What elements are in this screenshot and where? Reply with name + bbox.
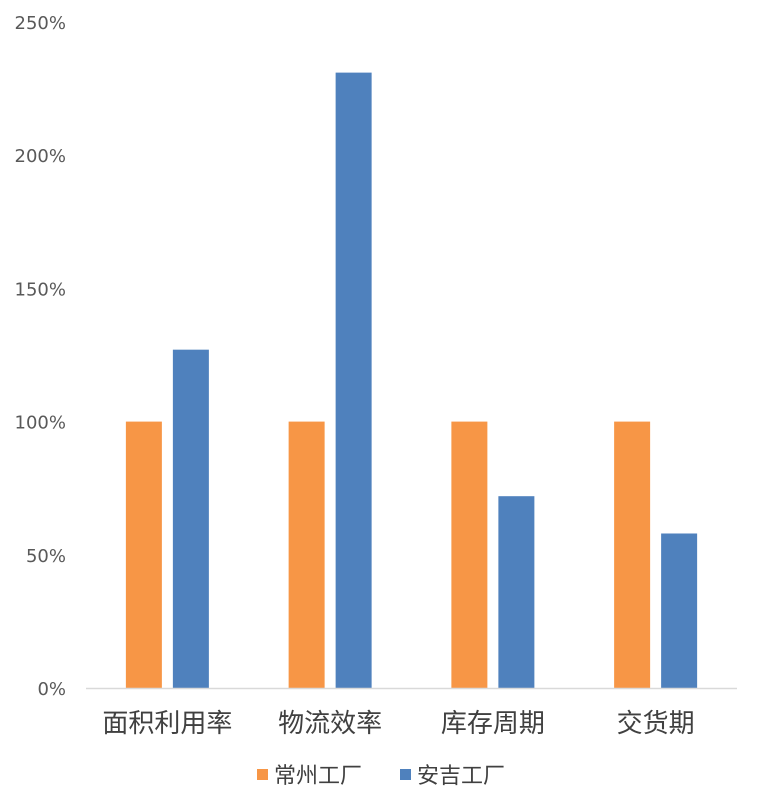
y-tick-label: 100% [15, 413, 66, 434]
legend-label: 安吉工厂 [417, 764, 505, 789]
legend-swatch [400, 769, 411, 780]
y-tick-label: 200% [15, 146, 66, 167]
x-tick-label: 面积利用率 [102, 709, 232, 739]
legend-swatch [257, 769, 268, 780]
x-tick-label: 交货期 [617, 709, 695, 739]
y-tick-label: 50% [26, 546, 66, 567]
legend: 常州工厂 安吉工厂 [257, 764, 505, 789]
x-tick-label: 库存周期 [441, 709, 545, 739]
x-tick-label: 物流效率 [278, 709, 382, 739]
bar-series-2 [172, 349, 209, 688]
y-tick-label: 150% [15, 279, 66, 300]
x-axis-ticks: 面积利用率 物流效率 库存周期 交货期 [102, 709, 694, 739]
bar-series-1 [614, 421, 651, 688]
bar-series-2 [498, 496, 535, 688]
bar-series-1 [125, 421, 162, 688]
bar-series-2 [335, 72, 372, 689]
bar-series-2 [661, 533, 698, 688]
legend-label: 常州工厂 [274, 764, 362, 789]
bar-series-1 [451, 421, 488, 688]
y-tick-label: 0% [37, 679, 66, 700]
bars [125, 72, 698, 689]
bar-series-1 [288, 421, 325, 688]
y-tick-label: 250% [15, 13, 66, 34]
y-axis-ticks: 0% 50% 100% 150% 200% 250% [15, 13, 66, 700]
